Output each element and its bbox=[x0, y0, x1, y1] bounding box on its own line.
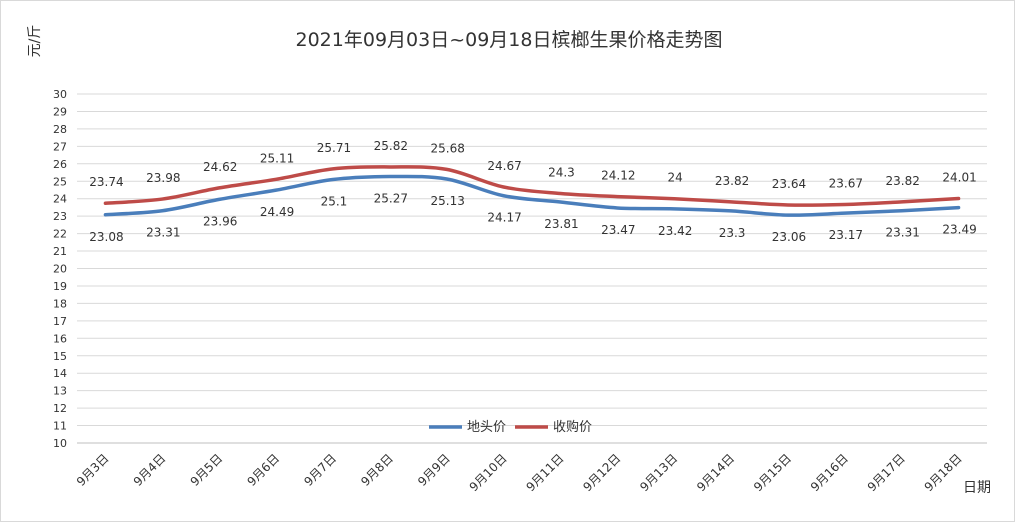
x-tick-label: 9月7日 bbox=[301, 451, 339, 489]
y-tick-label: 20 bbox=[53, 263, 67, 276]
y-tick-label: 25 bbox=[53, 175, 67, 188]
y-tick-label: 13 bbox=[53, 385, 67, 398]
data-label: 23.96 bbox=[203, 214, 237, 228]
data-label: 23.42 bbox=[658, 224, 692, 238]
y-tick-label: 11 bbox=[53, 420, 67, 433]
x-tick-label: 9月4日 bbox=[131, 451, 169, 489]
data-label: 23.47 bbox=[601, 223, 635, 237]
y-tick-label: 19 bbox=[53, 280, 67, 293]
data-label: 23.17 bbox=[829, 228, 863, 242]
data-label: 24.67 bbox=[487, 159, 521, 173]
data-label: 23.82 bbox=[715, 174, 749, 188]
data-label: 25.27 bbox=[374, 192, 408, 206]
data-label: 25.71 bbox=[317, 141, 351, 155]
data-label: 25.68 bbox=[431, 141, 465, 155]
data-label: 23.31 bbox=[886, 226, 920, 240]
x-tick-label: 9月6日 bbox=[245, 451, 283, 489]
data-label: 23.3 bbox=[719, 226, 746, 240]
series-line bbox=[103, 165, 961, 207]
data-label: 24.17 bbox=[487, 211, 521, 225]
x-tick-label: 9月11日 bbox=[523, 451, 566, 494]
x-tick-label: 9月12日 bbox=[580, 451, 623, 494]
series-line bbox=[103, 174, 961, 217]
y-tick-label: 22 bbox=[53, 228, 67, 241]
x-tick-label: 9月18日 bbox=[922, 451, 965, 494]
data-labels: 23.08 23.31 23.96 24.49 25.1 25.27 25.13 24.17 2… bbox=[89, 139, 976, 244]
chart-title: 2021年09月03日~09月18日槟榔生果价格走势图 bbox=[296, 29, 723, 51]
data-label: 24.01 bbox=[942, 171, 976, 185]
legend: 地头价 收购价 bbox=[429, 419, 592, 435]
y-tick-label: 18 bbox=[53, 297, 67, 310]
legend-label: 收购价 bbox=[553, 419, 592, 435]
x-tick-label: 9月8日 bbox=[358, 451, 396, 489]
y-axis-label: 元/斤 bbox=[27, 25, 43, 58]
data-label: 23.98 bbox=[146, 171, 180, 185]
x-tick-label: 9月13日 bbox=[637, 451, 680, 494]
y-tick-label: 15 bbox=[53, 350, 67, 363]
data-label: 23.31 bbox=[146, 226, 180, 240]
data-label: 25.11 bbox=[260, 151, 294, 165]
y-tick-label: 26 bbox=[53, 158, 67, 171]
x-tick-labels: 9月3日 9月4日 9月5日 9月6日 9月7日 9月8日 9月9日 9月10日 9月11日 9月… bbox=[74, 451, 965, 494]
data-label: 23.49 bbox=[942, 223, 976, 237]
data-label: 24.49 bbox=[260, 205, 294, 219]
data-label: 23.82 bbox=[886, 174, 920, 188]
y-tick-label: 24 bbox=[53, 193, 67, 206]
x-tick-label: 9月16日 bbox=[808, 451, 851, 494]
data-label: 25.13 bbox=[431, 194, 465, 208]
data-label: 23.81 bbox=[544, 217, 578, 231]
y-tick-label: 29 bbox=[53, 105, 67, 118]
y-tick-label: 16 bbox=[53, 332, 67, 345]
y-tick-label: 17 bbox=[53, 315, 67, 328]
data-label: 23.74 bbox=[89, 175, 123, 189]
y-tick-label: 23 bbox=[53, 210, 67, 223]
x-axis-label: 日期 bbox=[963, 480, 991, 496]
y-tick-label: 21 bbox=[53, 245, 67, 258]
data-label: 23.67 bbox=[829, 176, 863, 190]
x-tick-label: 9月9日 bbox=[415, 451, 453, 489]
x-tick-label: 9月17日 bbox=[865, 451, 908, 494]
data-label: 23.64 bbox=[772, 177, 806, 191]
x-tick-label: 9月3日 bbox=[74, 451, 112, 489]
y-tick-label: 12 bbox=[53, 402, 67, 415]
y-tick-label: 28 bbox=[53, 123, 67, 136]
data-label: 24 bbox=[668, 171, 683, 185]
y-tick-label: 27 bbox=[53, 140, 67, 153]
y-tick-label: 14 bbox=[53, 367, 67, 380]
data-label: 23.06 bbox=[772, 230, 806, 244]
data-label: 25.82 bbox=[374, 139, 408, 153]
legend-label: 地头价 bbox=[467, 420, 506, 435]
series-lines bbox=[103, 165, 961, 217]
x-tick-label: 9月14日 bbox=[694, 451, 737, 494]
gridlines bbox=[77, 93, 987, 444]
data-label: 24.12 bbox=[601, 169, 635, 183]
data-label: 23.08 bbox=[89, 230, 123, 244]
y-tick-label: 30 bbox=[53, 88, 67, 101]
data-label: 24.3 bbox=[548, 165, 575, 179]
x-tick-label: 9月15日 bbox=[751, 451, 794, 494]
x-tick-label: 9月5日 bbox=[188, 451, 226, 489]
y-tick-labels: 10 11 12 13 14 15 16 17 18 19 20 21 22 23 24 25 26 27 28 29… bbox=[53, 88, 67, 450]
x-tick-label: 9月10日 bbox=[467, 451, 510, 494]
y-tick-label: 10 bbox=[53, 437, 67, 450]
data-label: 25.1 bbox=[321, 195, 348, 209]
data-label: 24.62 bbox=[203, 160, 237, 174]
